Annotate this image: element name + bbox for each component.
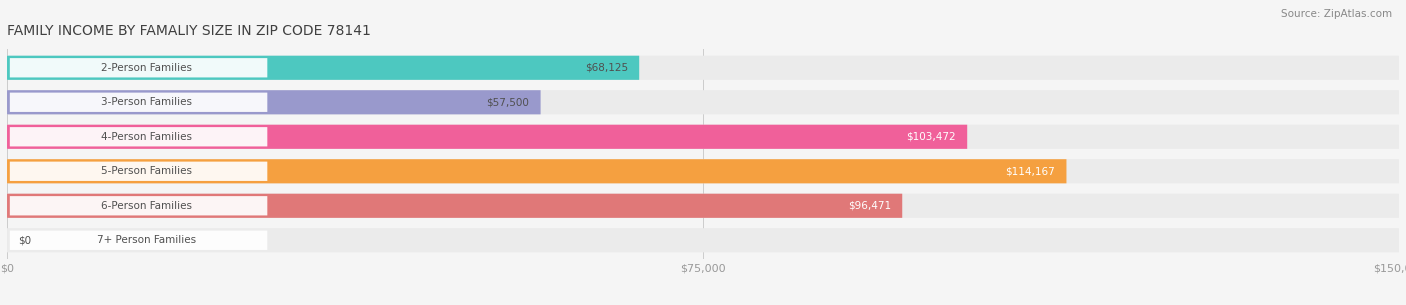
FancyBboxPatch shape [7,228,1399,252]
Text: $103,472: $103,472 [907,132,956,142]
FancyBboxPatch shape [7,194,903,218]
FancyBboxPatch shape [7,159,1067,183]
Text: $0: $0 [18,235,31,245]
Text: FAMILY INCOME BY FAMALIY SIZE IN ZIP CODE 78141: FAMILY INCOME BY FAMALIY SIZE IN ZIP COD… [7,24,371,38]
FancyBboxPatch shape [10,58,267,77]
Text: $57,500: $57,500 [486,97,530,107]
FancyBboxPatch shape [7,56,1399,80]
FancyBboxPatch shape [10,127,267,146]
Text: 7+ Person Families: 7+ Person Families [97,235,195,245]
Text: Source: ZipAtlas.com: Source: ZipAtlas.com [1281,9,1392,19]
Text: $114,167: $114,167 [1005,166,1056,176]
FancyBboxPatch shape [7,56,640,80]
FancyBboxPatch shape [7,125,1399,149]
FancyBboxPatch shape [10,93,267,112]
FancyBboxPatch shape [7,194,1399,218]
Text: 6-Person Families: 6-Person Families [101,201,191,211]
FancyBboxPatch shape [7,125,967,149]
FancyBboxPatch shape [10,196,267,215]
Text: 3-Person Families: 3-Person Families [101,97,191,107]
FancyBboxPatch shape [7,90,1399,114]
Text: 5-Person Families: 5-Person Families [101,166,191,176]
Text: $68,125: $68,125 [585,63,628,73]
FancyBboxPatch shape [10,162,267,181]
FancyBboxPatch shape [7,159,1399,183]
Text: 4-Person Families: 4-Person Families [101,132,191,142]
FancyBboxPatch shape [7,90,540,114]
Text: 2-Person Families: 2-Person Families [101,63,191,73]
Text: $96,471: $96,471 [848,201,891,211]
FancyBboxPatch shape [10,231,267,250]
